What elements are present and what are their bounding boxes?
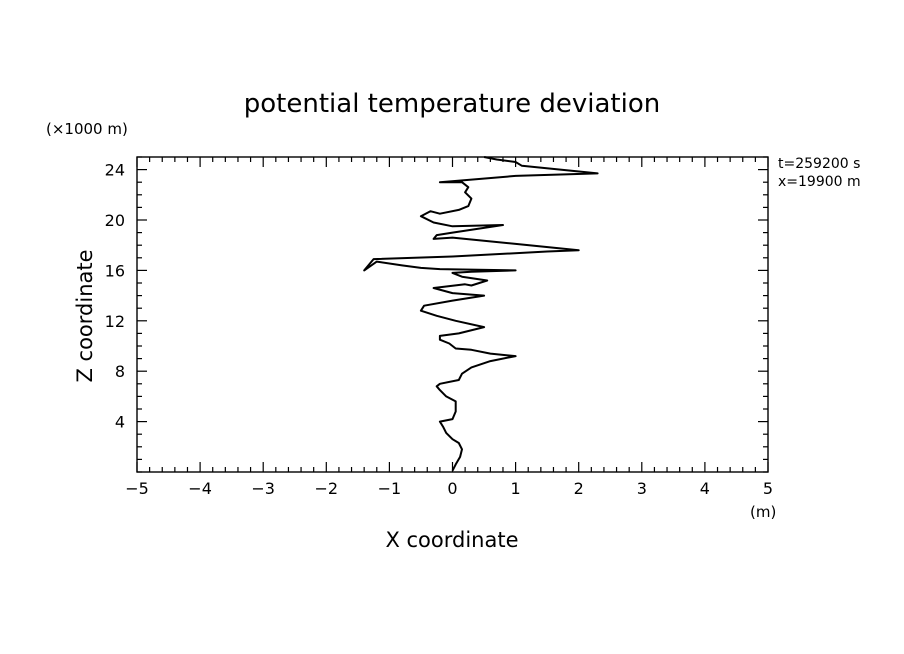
x-axis-label: X coordinate xyxy=(385,528,518,552)
x-tick-label: 0 xyxy=(447,479,457,498)
data-line xyxy=(363,156,599,472)
x-tick-label: 4 xyxy=(700,479,710,498)
x-axis-unit: (m) xyxy=(750,503,776,521)
y-axis-label: Z coordinate xyxy=(73,249,97,382)
time-annotation: t=259200 s xyxy=(778,156,860,172)
position-annotation: x=19900 m xyxy=(778,174,861,190)
y-tick-label: 16 xyxy=(105,261,125,280)
chart-title: potential temperature deviation xyxy=(244,89,660,119)
y-tick-label: 4 xyxy=(115,413,125,432)
x-tick-label: −5 xyxy=(125,479,149,498)
x-tick-label: −1 xyxy=(378,479,402,498)
x-tick-label: 1 xyxy=(511,479,521,498)
x-tick-label: −4 xyxy=(188,479,212,498)
x-tick-label: 3 xyxy=(637,479,647,498)
x-tick-label: −3 xyxy=(251,479,275,498)
x-tick-label: −2 xyxy=(315,479,339,498)
x-tick-label: 5 xyxy=(763,479,773,498)
y-tick-label: 12 xyxy=(105,312,125,331)
axis-ticks xyxy=(136,156,769,473)
plot-frame xyxy=(136,156,769,473)
y-tick-label: 24 xyxy=(105,161,125,180)
x-tick-label: 2 xyxy=(574,479,584,498)
y-axis-unit: (×1000 m) xyxy=(46,120,128,138)
y-tick-label: 20 xyxy=(105,211,125,230)
y-tick-label: 8 xyxy=(115,362,125,381)
